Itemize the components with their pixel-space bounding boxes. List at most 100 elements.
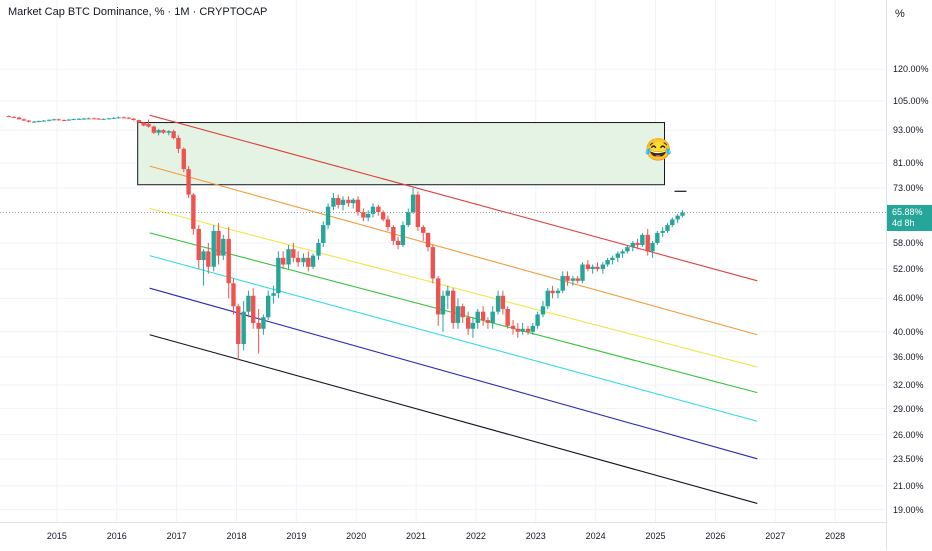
- candle-body: [376, 206, 381, 213]
- candle-body: [126, 117, 131, 119]
- price-axis[interactable]: % 120.00% 105.00% 93.00% 81.00% 73.00% 58.00%…: [886, 0, 932, 550]
- candle-body: [580, 264, 585, 281]
- candle-body: [590, 266, 595, 270]
- candle: [445, 285, 450, 309]
- candle-body: [615, 253, 621, 258]
- candle-body: [500, 295, 506, 309]
- candle-body: [141, 122, 146, 126]
- candle: [336, 194, 341, 209]
- x-tick-label: 2028: [825, 531, 846, 541]
- candle: [346, 196, 351, 207]
- candle-body: [51, 119, 57, 121]
- candle-body: [530, 325, 535, 332]
- time-axis[interactable]: 2015 2016 2017 2018 2019 2020 2021 2022 2023 2024…: [0, 522, 886, 551]
- candle: [91, 117, 97, 120]
- candle-body: [186, 169, 191, 195]
- candle-body: [645, 234, 650, 252]
- y-tick-label: 46.00%: [893, 293, 924, 304]
- candle-body: [555, 290, 561, 294]
- candle-body: [136, 120, 142, 123]
- candle-body: [430, 247, 436, 279]
- candle: [41, 120, 46, 122]
- candle: [291, 242, 296, 263]
- candle: [116, 116, 121, 119]
- chart-canvas[interactable]: [0, 0, 886, 522]
- candle: [16, 116, 22, 120]
- candle: [470, 317, 476, 338]
- candle: [76, 118, 82, 120]
- candle: [365, 210, 371, 222]
- candle-body: [111, 117, 116, 119]
- candle: [321, 221, 326, 248]
- candle-body: [265, 295, 271, 318]
- candle: [261, 314, 266, 335]
- candle: [625, 245, 630, 254]
- candle-body: [495, 295, 501, 312]
- candle: [101, 118, 106, 120]
- price-axis-unit: %: [895, 8, 905, 20]
- candle: [436, 276, 441, 326]
- candle-body: [41, 120, 46, 122]
- candle: [26, 120, 31, 123]
- candle-body: [81, 118, 87, 120]
- candle: [615, 251, 621, 263]
- candle-body: [460, 306, 465, 318]
- x-tick-label: 2026: [705, 531, 726, 541]
- candle: [121, 116, 127, 119]
- candle-body: [660, 230, 665, 233]
- candle-body: [525, 328, 531, 332]
- chart-area[interactable]: Market Cap BTC Dominance, % · 1M · CRYPT…: [0, 0, 886, 550]
- last-price-badge: 65.88% 4d 8h: [887, 204, 932, 231]
- candle-body: [106, 118, 112, 120]
- candle: [670, 217, 675, 228]
- candle-body: [560, 276, 565, 291]
- candle-body: [605, 260, 610, 265]
- grid-layer: [0, 0, 886, 522]
- candle-body: [331, 198, 336, 207]
- candle-body: [306, 257, 311, 267]
- candle-body: [261, 317, 266, 329]
- candle: [620, 249, 625, 258]
- candle: [450, 288, 456, 329]
- candle: [545, 288, 550, 309]
- candle-body: [600, 264, 606, 270]
- candle-body: [131, 118, 136, 121]
- candle: [21, 118, 27, 122]
- candle: [340, 196, 346, 211]
- candle-body: [436, 278, 441, 315]
- laughing-emoji-icon: 😂: [644, 137, 672, 163]
- candle: [186, 166, 191, 199]
- x-tick-label: 2015: [46, 531, 67, 541]
- candle-body: [36, 121, 42, 123]
- candle-body: [665, 225, 670, 231]
- candle: [460, 303, 465, 323]
- candle-body: [166, 131, 172, 133]
- candle: [455, 298, 461, 329]
- candle-body: [256, 322, 261, 329]
- candle: [505, 306, 510, 329]
- candle-body: [406, 212, 411, 226]
- candle: [316, 238, 321, 261]
- candle-body: [455, 306, 461, 323]
- candle: [111, 117, 116, 119]
- y-tick-label: 93.00%: [893, 125, 924, 136]
- candle: [665, 223, 670, 233]
- y-tick-label: 40.00%: [893, 326, 924, 337]
- candle: [515, 322, 521, 338]
- candle-body: [640, 234, 645, 246]
- candle: [280, 251, 286, 270]
- candle-body: [355, 199, 361, 213]
- candle: [490, 306, 495, 329]
- candle-body: [515, 328, 521, 332]
- candle-body: [291, 249, 296, 258]
- candle-body: [271, 293, 276, 296]
- candle: [610, 255, 615, 265]
- candle: [510, 320, 516, 335]
- candle: [86, 117, 91, 120]
- candle-body: [620, 251, 625, 254]
- candle-body: [545, 290, 550, 307]
- candle-body: [595, 266, 600, 270]
- candle: [540, 300, 546, 318]
- candle: [181, 147, 186, 173]
- candle: [221, 234, 226, 261]
